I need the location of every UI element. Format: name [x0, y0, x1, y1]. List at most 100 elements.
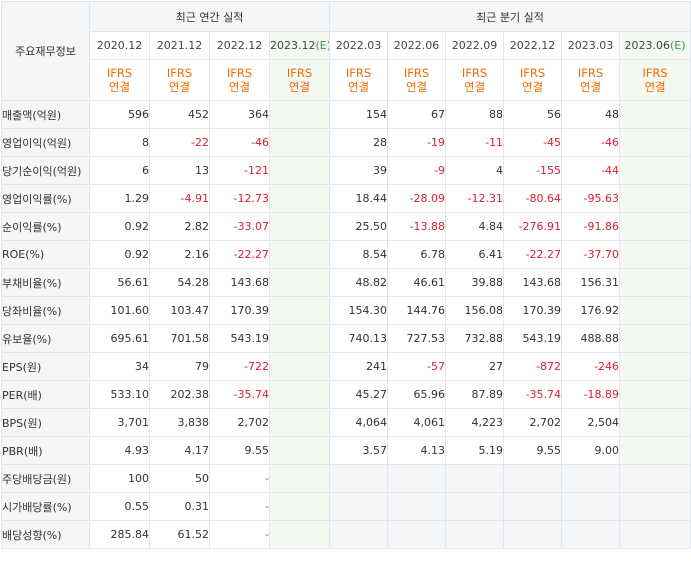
annual-value-cell	[268, 324, 331, 353]
row-label: 배당성향(%)	[1, 520, 90, 549]
quarter-value-cell: 9.00	[561, 436, 621, 465]
annual-value-cell	[268, 100, 331, 129]
quarter-value-cell: 4.84	[445, 212, 505, 241]
ifrs-row: IFRS 연결 IFRS 연결 IFRS 연결 IFRS 연결 IFRS 연결 IFRS 연결 IFRS…	[2, 59, 691, 101]
annual-value-cell	[268, 212, 331, 241]
annual-value-cell: 101.60	[89, 296, 150, 325]
empty-cell	[445, 464, 505, 493]
annual-value-cell: 695.61	[89, 324, 150, 353]
annual-value-cell: 2.16	[149, 240, 210, 269]
table-row: 유보율(%) 695.61 701.58 543.19 740.13 727.53 732.…	[1, 324, 691, 353]
annual-value-cell: 170.39	[209, 296, 270, 325]
annual-value-cell: 0.31	[149, 492, 210, 521]
row-header-label: 주요재무정보	[1, 1, 90, 101]
annual-value-cell	[268, 156, 331, 185]
quarter-value-cell: -91.86	[561, 212, 621, 241]
annual-value-cell: 533.10	[89, 380, 150, 409]
table-row: 시가배당률(%) 0.55 0.31-	[1, 492, 691, 521]
quarter-value-cell: -22.27	[503, 240, 563, 269]
quarter-value-cell: 48.82	[329, 268, 389, 297]
quarter-value-cell: 39	[329, 156, 389, 185]
quarter-value-cell: 45.27	[329, 380, 389, 409]
empty-cell	[329, 492, 389, 521]
quarter-value-cell	[619, 156, 691, 185]
annual-value-cell: -	[209, 520, 270, 549]
annual-value-cell: 4.93	[89, 436, 150, 465]
row-label: EPS(원)	[1, 352, 90, 381]
estimate-mark: (E)	[670, 39, 686, 52]
table-row: PBR(배) 4.93 4.17 9.55 3.57 4.13 5.19 9.55 9.00	[1, 436, 691, 465]
quarter-value-cell: -155	[503, 156, 563, 185]
quarter-period-4: 2023.03	[561, 31, 621, 60]
ifrs-badge: IFRS 연결	[619, 59, 691, 101]
annual-value-cell	[268, 268, 331, 297]
empty-cell	[329, 464, 389, 493]
quarter-value-cell: 3.57	[329, 436, 389, 465]
annual-group-title: 최근 연간 실적	[88, 1, 331, 32]
annual-value-cell: 9.55	[209, 436, 270, 465]
row-label: 시가배당률(%)	[1, 492, 90, 521]
quarter-value-cell: 543.19	[503, 324, 563, 353]
row-label: 당좌비율(%)	[1, 296, 90, 325]
empty-cell	[619, 492, 691, 521]
quarter-value-cell: 241	[329, 352, 389, 381]
table-row: 배당성향(%) 285.84 61.52-	[1, 520, 691, 549]
table-row: BPS(원) 3,701 3,838 2,702 4,064 4,061 4,223 2,70…	[1, 408, 691, 437]
quarter-value-cell: -9	[387, 156, 447, 185]
financial-summary-table: 주요재무정보 최근 연간 실적 최근 분기 실적 2020.12 2021.12 2…	[1, 1, 691, 549]
annual-value-cell	[268, 464, 331, 493]
annual-value-cell: -22.27	[209, 240, 270, 269]
quarter-value-cell: 2,504	[561, 408, 621, 437]
empty-cell	[387, 520, 447, 549]
quarter-value-cell: 39.88	[445, 268, 505, 297]
quarter-value-cell: -35.74	[503, 380, 563, 409]
quarter-value-cell	[619, 408, 691, 437]
quarter-value-cell: 154.30	[329, 296, 389, 325]
ifrs-badge: IFRS 연결	[209, 59, 270, 101]
row-label: BPS(원)	[1, 408, 90, 437]
quarter-value-cell: -95.63	[561, 184, 621, 213]
annual-value-cell: 61.52	[149, 520, 210, 549]
annual-value-cell: 8	[89, 128, 150, 157]
annual-value-cell: 34	[89, 352, 150, 381]
empty-cell	[387, 492, 447, 521]
quarter-value-cell: 27	[445, 352, 505, 381]
quarter-value-cell: 6.78	[387, 240, 447, 269]
annual-value-cell: 2.82	[149, 212, 210, 241]
row-label: ROE(%)	[1, 240, 90, 269]
quarter-value-cell: 176.92	[561, 296, 621, 325]
financial-rows: 매출액(억원) 596 452 364 154 67 88 56 48 영업이익(억원) 8 -22-…	[1, 100, 691, 549]
annual-value-cell: -46	[209, 128, 270, 157]
quarter-value-cell	[619, 212, 691, 241]
annual-value-cell: 364	[209, 100, 270, 129]
quarter-value-cell: -246	[561, 352, 621, 381]
annual-value-cell: 452	[149, 100, 210, 129]
empty-cell	[561, 520, 621, 549]
quarter-value-cell: 25.50	[329, 212, 389, 241]
annual-value-cell	[268, 492, 331, 521]
annual-value-cell: 143.68	[209, 268, 270, 297]
empty-cell	[503, 464, 563, 493]
annual-value-cell	[268, 520, 331, 549]
row-label: 주당배당금(원)	[1, 464, 90, 493]
quarter-value-cell: 8.54	[329, 240, 389, 269]
table-row: 순이익률(%) 0.92 2.82 -33.07 25.50 -13.88 4.84 -276…	[1, 212, 691, 241]
table-row: 당기순이익(억원) 6 13 -121 39 -9 4 -155 -44	[1, 156, 691, 185]
quarter-value-cell: 154	[329, 100, 389, 129]
quarter-period-5: 2023.06(E)	[619, 31, 691, 60]
annual-value-cell: 13	[149, 156, 210, 185]
table-row: 매출액(억원) 596 452 364 154 67 88 56 48	[1, 100, 691, 129]
quarter-value-cell: -57	[387, 352, 447, 381]
annual-value-cell: -22	[149, 128, 210, 157]
quarter-value-cell: 88	[445, 100, 505, 129]
quarter-value-cell: 65.96	[387, 380, 447, 409]
quarter-value-cell: 732.88	[445, 324, 505, 353]
ifrs-badge: IFRS 연결	[445, 59, 505, 101]
annual-value-cell: 100	[89, 464, 150, 493]
annual-value-cell: 54.28	[149, 268, 210, 297]
annual-period-3: 2023.12(E)	[268, 31, 331, 60]
row-label: 부채비율(%)	[1, 268, 90, 297]
quarter-value-cell: 28	[329, 128, 389, 157]
table-row: ROE(%) 0.92 2.16 -22.27 8.54 6.78 6.41 -22.27 -3…	[1, 240, 691, 269]
quarter-value-cell: -18.89	[561, 380, 621, 409]
